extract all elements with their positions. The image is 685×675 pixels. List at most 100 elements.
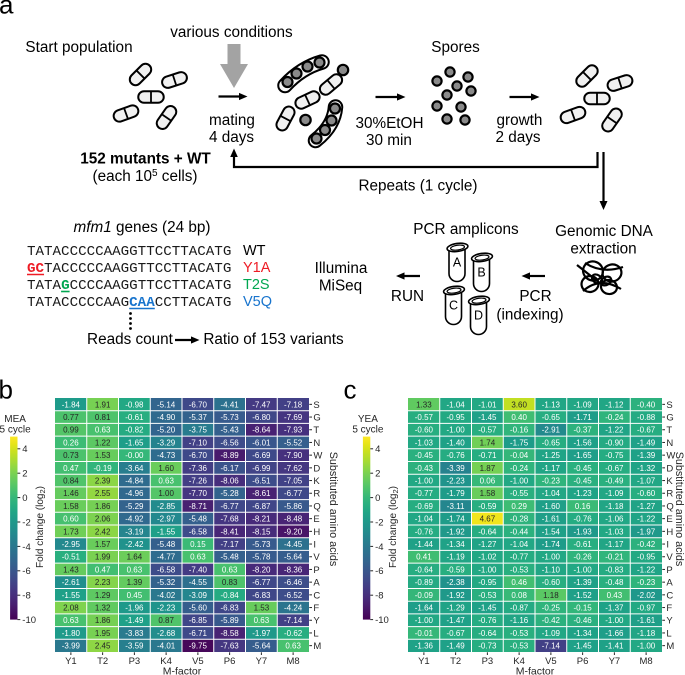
svg-text:4: 4 [22, 444, 27, 455]
svg-text:-0.45: -0.45 [415, 451, 434, 460]
svg-text:1.60: 1.60 [158, 464, 174, 473]
svg-text:-1.61: -1.61 [542, 515, 561, 524]
svg-text:-9.20: -9.20 [284, 527, 303, 536]
svg-text:1.18: 1.18 [543, 591, 559, 600]
svg-text:-1.45: -1.45 [574, 642, 593, 651]
svg-text:-1.79: -1.79 [447, 489, 466, 498]
svg-text:-1.23: -1.23 [574, 489, 593, 498]
svg-text:Substituted amino acids: Substituted amino acids [673, 452, 685, 567]
svg-text:-0.73: -0.73 [478, 642, 497, 651]
svg-text:-2.23: -2.23 [447, 476, 466, 485]
svg-text:-6.83: -6.83 [252, 591, 271, 600]
svg-text:-0.83: -0.83 [605, 565, 624, 574]
svg-text:-6.46: -6.46 [284, 578, 303, 587]
svg-text:-8.61: -8.61 [252, 489, 271, 498]
svg-text:-5.48: -5.48 [157, 540, 176, 549]
svg-text:0.63: 0.63 [158, 476, 174, 485]
svg-text:-1.61: -1.61 [637, 616, 656, 625]
svg-text:P6: P6 [224, 656, 236, 667]
svg-text:0.63: 0.63 [63, 616, 79, 625]
svg-text:2.42: 2.42 [95, 527, 111, 536]
svg-text:-0.75: -0.75 [605, 451, 624, 460]
svg-text:-5.29: -5.29 [125, 502, 144, 511]
svg-text:-4.41: -4.41 [221, 400, 240, 409]
svg-text:1.64: 1.64 [127, 553, 143, 562]
svg-text:-0.69: -0.69 [415, 502, 434, 511]
svg-text:K: K [313, 476, 320, 487]
svg-text:I: I [666, 539, 669, 550]
svg-text:-1.16: -1.16 [510, 616, 529, 625]
svg-text:M-factor: M-factor [163, 666, 202, 675]
svg-text:TATAGCCCCAAGGTTCCTTACATG: TATAGCCCCAAGGTTCCTTACATG [27, 278, 231, 294]
svg-text:-0.21: -0.21 [605, 553, 624, 562]
svg-text:Fold change (log2): Fold change (log2) [35, 486, 47, 568]
svg-text:-0.53: -0.53 [478, 591, 497, 600]
svg-text:-5.32: -5.32 [157, 578, 176, 587]
svg-text:2.39: 2.39 [95, 476, 111, 485]
svg-text:-6.87: -6.87 [252, 502, 271, 511]
svg-text:-5.48: -5.48 [221, 553, 240, 562]
svg-text:-7.18: -7.18 [284, 400, 303, 409]
svg-text:G: G [666, 412, 673, 423]
svg-text:2: 2 [375, 469, 380, 480]
svg-text:-1.65: -1.65 [574, 451, 593, 460]
svg-text:-0.44: -0.44 [510, 527, 529, 536]
svg-text:K: K [666, 476, 673, 487]
svg-text:-3.29: -3.29 [157, 438, 176, 447]
svg-text:1.43: 1.43 [63, 565, 79, 574]
svg-text:-6.83: -6.83 [221, 603, 240, 612]
svg-text:-7.90: -7.90 [284, 451, 303, 460]
svg-text:30%EtOH: 30%EtOH [355, 115, 423, 132]
svg-text:M-factor: M-factor [516, 666, 555, 675]
svg-text:-0.45: -0.45 [574, 476, 593, 485]
svg-text:-1.00: -1.00 [637, 642, 656, 651]
svg-text:-0.37: -0.37 [574, 426, 593, 435]
svg-text:-1.55: -1.55 [62, 591, 81, 600]
svg-text:0.84: 0.84 [63, 476, 79, 485]
svg-text:-0.40: -0.40 [637, 400, 656, 409]
svg-text:-1.17: -1.17 [605, 540, 624, 549]
svg-text:Ratio of 153 variants: Ratio of 153 variants [203, 331, 344, 348]
svg-text:F: F [313, 603, 319, 614]
svg-text:0: 0 [22, 493, 27, 504]
svg-text:-6.69: -6.69 [252, 451, 271, 460]
svg-text:-0.88: -0.88 [637, 413, 656, 422]
svg-text:-1.29: -1.29 [447, 603, 466, 612]
svg-text:-7.47: -7.47 [252, 400, 271, 409]
svg-text:2.45: 2.45 [95, 642, 111, 651]
svg-text:-1.34: -1.34 [447, 540, 466, 549]
svg-text:1.91: 1.91 [95, 400, 111, 409]
svg-text:-1.32: -1.32 [637, 464, 656, 473]
svg-text:4 days: 4 days [209, 129, 254, 146]
svg-text:1.58: 1.58 [480, 489, 496, 498]
svg-text:Repeats (1 cycle): Repeats (1 cycle) [358, 178, 477, 195]
svg-text:-8.41: -8.41 [221, 527, 240, 536]
svg-text:-0.46: -0.46 [574, 616, 593, 625]
svg-text:S: S [666, 400, 672, 411]
svg-text:-2.68: -2.68 [157, 629, 176, 638]
svg-text:-0.48: -0.48 [605, 578, 624, 587]
svg-text:2.55: 2.55 [95, 489, 111, 498]
svg-text:-0.61: -0.61 [574, 540, 593, 549]
svg-text:-5.14: -5.14 [157, 400, 176, 409]
svg-text:-5.86: -5.86 [284, 502, 303, 511]
svg-text:-0.61: -0.61 [125, 413, 144, 422]
svg-text:2.06: 2.06 [95, 515, 111, 524]
svg-text:-1.39: -1.39 [574, 578, 593, 587]
svg-text:P3: P3 [482, 656, 494, 667]
svg-text:-1.22: -1.22 [637, 565, 656, 574]
svg-text:-6.52: -6.52 [284, 591, 303, 600]
svg-text:-1.56: -1.56 [574, 438, 593, 447]
svg-text:-7.62: -7.62 [284, 464, 303, 473]
svg-text:-0.28: -0.28 [510, 515, 529, 524]
svg-text:1.32: 1.32 [95, 603, 111, 612]
svg-text:-7.93: -7.93 [284, 426, 303, 435]
svg-text:Reads count: Reads count [87, 331, 174, 348]
svg-text:M: M [666, 641, 674, 652]
svg-text:D: D [666, 463, 673, 474]
svg-text:0.47: 0.47 [63, 464, 79, 473]
svg-text:-1.54: -1.54 [542, 527, 561, 536]
svg-text:-1.04: -1.04 [542, 489, 561, 498]
svg-text:-3.99: -3.99 [62, 642, 81, 651]
svg-text:-1.97: -1.97 [637, 527, 656, 536]
